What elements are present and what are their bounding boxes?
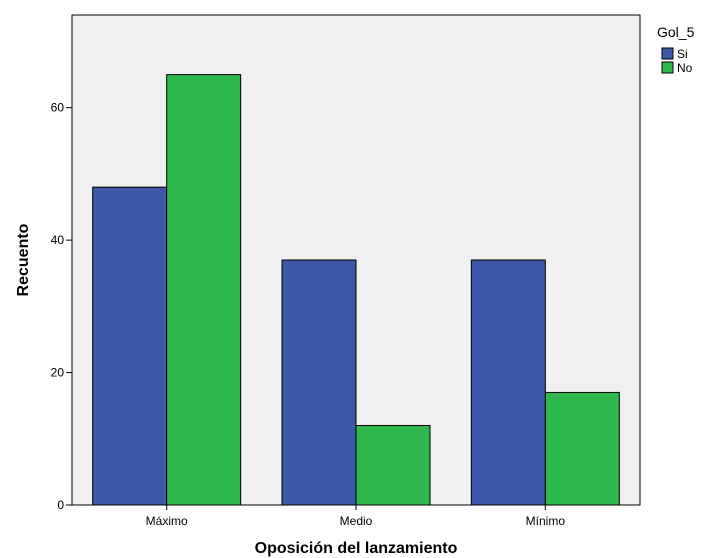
legend-title: Gol_5 <box>657 24 695 40</box>
bars-group <box>92 74 620 506</box>
y-axis: 0 20 40 60 <box>51 101 72 512</box>
legend-swatch-si <box>661 47 674 60</box>
y-tick-label: 60 <box>51 101 65 115</box>
y-tick-label: 0 <box>57 498 64 512</box>
y-tick-label: 20 <box>51 366 65 380</box>
x-axis-title: Oposición del lanzamiento <box>255 540 458 557</box>
y-axis-title: Recuento <box>15 223 32 296</box>
legend-label-no: No <box>677 61 693 75</box>
legend-swatch-no <box>661 61 674 74</box>
x-tick-label: Medio <box>340 514 373 528</box>
bar-si-1 <box>92 186 168 506</box>
legend-label-si: Si <box>677 47 688 61</box>
bar-no-3 <box>544 391 620 506</box>
bar-si-2 <box>281 259 357 506</box>
x-tick-label: Mínimo <box>526 514 566 528</box>
bar-si-3 <box>470 259 546 506</box>
x-axis: Máximo Medio Mínimo <box>146 505 566 528</box>
bar-no-1 <box>166 74 242 506</box>
x-tick-label: Máximo <box>146 514 188 528</box>
y-tick-label: 40 <box>51 233 65 247</box>
bar-no-2 <box>355 425 431 506</box>
